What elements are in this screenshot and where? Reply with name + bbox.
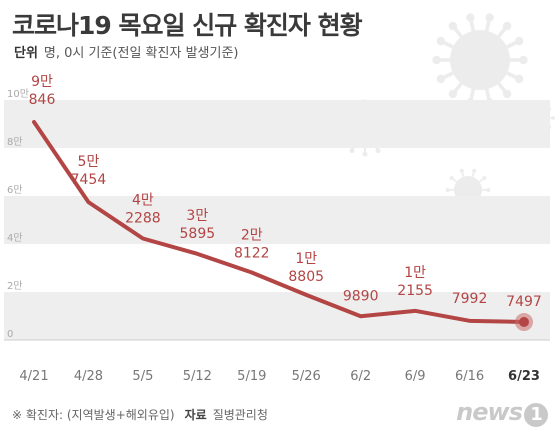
data-label-value: 2155 [397, 283, 433, 299]
series-path [32, 119, 526, 325]
y-tick-label: 0 [7, 329, 13, 340]
source-label: 자료 [184, 408, 207, 422]
y-tick-label: 2만 [7, 280, 23, 292]
unit-label: 단위 [14, 46, 38, 61]
source-text: 질병관리청 [212, 408, 268, 422]
x-tick-label: 5/26 [292, 369, 321, 384]
x-tick-label: 6/16 [455, 369, 484, 384]
data-label: 9890 [343, 288, 379, 304]
grid-band [4, 196, 550, 244]
x-tick-label: 6/2 [350, 369, 371, 384]
y-tick-label: 10만 [7, 88, 29, 100]
y-tick-label: 6만 [7, 184, 23, 196]
data-label-man: 1만 [404, 265, 426, 281]
data-label-value: 7454 [71, 172, 107, 188]
grid-bands [4, 100, 550, 341]
data-label: 3만 5895 [180, 208, 216, 242]
line-chart: 0 2만 4만 6만 8만 10만 4/21 4/28 5/5 5/12 5/19 5/26 6/2 6… [4, 13, 555, 384]
chart-title: 코로나19 목요일 신규 확진자 현황 [12, 11, 363, 40]
data-label: 7497 [506, 294, 542, 310]
y-axis-ticks: 0 2만 4만 6만 8만 10만 [7, 88, 29, 340]
x-tick-label: 6/23 [508, 369, 540, 384]
data-label-value: 9890 [343, 288, 379, 304]
data-label-value: 7992 [452, 291, 488, 307]
x-tick-label: 4/21 [19, 369, 48, 384]
x-axis-ticks: 4/21 4/28 5/5 5/12 5/19 5/26 6/2 6/9 6/16 6/23 [19, 369, 540, 384]
series-line [32, 119, 533, 332]
data-label-value: 5895 [180, 226, 216, 242]
news1-logo: news 1 [456, 398, 548, 427]
data-label-value: 8122 [234, 246, 270, 262]
data-label-man: 5만 [78, 154, 100, 170]
data-label-man: 3만 [186, 208, 208, 224]
grid-band [4, 100, 550, 148]
grid-band [4, 292, 550, 340]
data-label: 5만 7454 [71, 154, 107, 188]
virus-icon [432, 13, 528, 107]
data-label-value: 8805 [288, 269, 324, 285]
logo-mark: 1 [524, 403, 548, 427]
footnote-text: ※ 확진자: (지역발생+해외유입) [12, 408, 175, 422]
data-label-value: 2288 [125, 211, 161, 227]
data-label: 4만 2288 [125, 193, 161, 227]
data-label: 1만 8805 [288, 251, 324, 285]
y-tick-label: 8만 [7, 136, 23, 148]
data-label-value: 846 [29, 92, 56, 108]
data-label-man: 1만 [295, 251, 317, 267]
data-label-value: 7497 [506, 294, 542, 310]
y-tick-label: 4만 [7, 232, 23, 244]
x-tick-label: 5/5 [132, 369, 153, 384]
footer-note: ※ 확진자: (지역발생+해외유입) 자료 질병관리청 [12, 406, 268, 423]
x-tick-label: 5/12 [183, 369, 212, 384]
data-label-man: 9만 [31, 74, 53, 90]
x-tick-label: 5/19 [237, 369, 266, 384]
unit-text: 명, 0시 기준(전일 확진자 발생기준) [43, 46, 239, 61]
chart-subtitle: 단위 명, 0시 기준(전일 확진자 발생기준) [14, 42, 238, 61]
data-label-man: 2만 [241, 228, 263, 244]
data-point [519, 317, 529, 328]
x-tick-label: 4/28 [74, 369, 103, 384]
x-tick-label: 6/9 [405, 369, 426, 384]
data-label: 1만 2155 [397, 265, 433, 299]
logo-text: news [456, 398, 523, 426]
data-label: 2만 8122 [234, 228, 270, 262]
data-label-man: 4만 [132, 193, 154, 209]
data-label: 7992 [452, 291, 488, 307]
